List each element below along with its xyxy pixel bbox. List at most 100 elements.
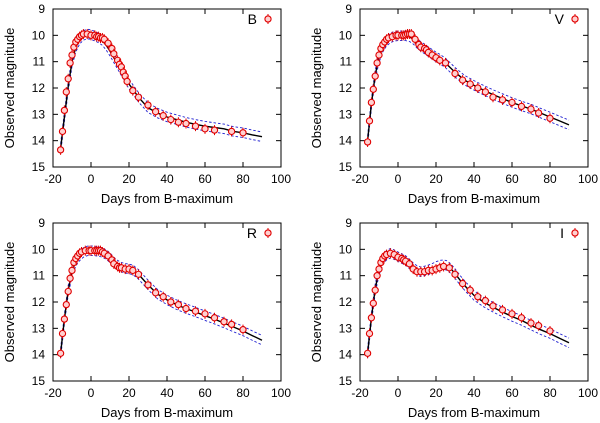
- y-tick-label: 15: [339, 374, 353, 388]
- data-marker: [365, 329, 374, 338]
- data-point: [481, 295, 490, 306]
- data-point: [144, 279, 152, 290]
- data-marker: [527, 105, 535, 113]
- data-point: [60, 314, 69, 325]
- y-tick-label: 10: [32, 242, 46, 256]
- data-point: [369, 298, 377, 309]
- data-marker: [123, 77, 131, 86]
- legend-marker: [571, 15, 579, 23]
- model-curve: [366, 252, 570, 354]
- data-point: [239, 127, 247, 138]
- y-tick-label: 13: [339, 107, 353, 121]
- data-marker: [62, 300, 70, 309]
- data-marker: [239, 129, 247, 137]
- y-tick-label: 9: [345, 216, 352, 230]
- y-tick-label: 11: [33, 269, 46, 283]
- x-tick-label: 0: [88, 172, 95, 186]
- data-marker: [210, 314, 219, 322]
- data-marker: [151, 289, 160, 297]
- data-point: [56, 348, 65, 359]
- x-tick-label: -20: [351, 172, 369, 186]
- legend-label: V: [555, 11, 565, 27]
- panel-R: -20 0 20 40 60 80 100 9 10 11 12 13 14 15 Days from B-…: [2, 216, 291, 420]
- data-point: [405, 258, 414, 269]
- data-point: [373, 270, 381, 281]
- data-point: [129, 265, 137, 276]
- panel-B: -20 0 20 40 60 80 100 9 10 11 12 13 14 15 Days from B-…: [2, 2, 291, 206]
- legend-label: R: [247, 225, 257, 241]
- data-marker: [367, 98, 376, 107]
- data-point: [68, 50, 76, 61]
- data-marker: [58, 127, 67, 136]
- data-point: [182, 118, 190, 129]
- data-point: [239, 324, 247, 335]
- model-lower-bound: [367, 40, 570, 146]
- y-tick-label: 10: [339, 28, 353, 42]
- data-point: [474, 83, 482, 93]
- data-marker: [466, 80, 474, 88]
- data-marker: [363, 138, 372, 146]
- x-tick-label: 40: [467, 172, 481, 186]
- data-marker: [104, 39, 112, 47]
- data-marker: [508, 98, 516, 107]
- data-marker: [517, 102, 526, 111]
- data-point: [534, 320, 543, 331]
- data-marker: [58, 329, 67, 338]
- data-point: [66, 57, 74, 68]
- y-tick-label: 14: [32, 348, 46, 362]
- x-tick-label: 0: [395, 172, 402, 186]
- data-marker: [191, 307, 200, 315]
- model-curve: [59, 249, 263, 354]
- data-point: [56, 144, 65, 155]
- x-tick-label: 20: [122, 386, 136, 400]
- data-marker: [110, 50, 118, 58]
- data-point: [365, 328, 374, 339]
- data-marker: [62, 88, 70, 96]
- data-point: [62, 299, 70, 310]
- data-point: [451, 68, 459, 79]
- plot-area: [363, 248, 570, 359]
- data-point: [159, 110, 167, 121]
- data-point: [174, 299, 183, 310]
- data-point: [104, 38, 112, 49]
- data-marker: [365, 117, 374, 125]
- data-point: [508, 308, 516, 319]
- data-point: [474, 291, 482, 302]
- data-marker: [489, 93, 497, 101]
- panel-V: -20 0 20 40 60 80 100 9 10 11 12 13 14 15 Days from B-…: [309, 2, 598, 206]
- data-point: [407, 29, 415, 40]
- data-point: [445, 262, 453, 273]
- data-marker: [489, 302, 497, 310]
- data-marker: [201, 310, 209, 318]
- data-point: [498, 94, 507, 105]
- data-marker: [369, 299, 377, 307]
- data-marker: [174, 118, 183, 126]
- y-tick-label: 10: [339, 242, 353, 256]
- x-axis-label: Days from B-maximum: [101, 191, 233, 206]
- x-tick-label: 60: [505, 172, 519, 186]
- data-point: [167, 297, 175, 307]
- data-marker: [56, 146, 65, 154]
- data-point: [371, 71, 379, 82]
- data-marker: [375, 51, 383, 59]
- data-marker: [375, 265, 383, 273]
- legend: B: [248, 11, 272, 27]
- y-tick-label: 14: [339, 348, 353, 362]
- legend-marker: [571, 229, 579, 237]
- x-tick-label: 80: [236, 386, 250, 400]
- y-tick-label: 12: [32, 295, 46, 309]
- data-marker: [60, 106, 69, 115]
- data-point: [191, 121, 200, 132]
- x-tick-label: 20: [429, 386, 443, 400]
- data-point: [367, 97, 376, 108]
- data-point: [458, 75, 467, 86]
- x-tick-label: -20: [44, 172, 62, 186]
- x-tick-label: -20: [44, 386, 62, 400]
- data-point: [517, 101, 526, 112]
- data-marker: [159, 293, 167, 301]
- data-marker: [405, 260, 414, 268]
- data-marker: [227, 320, 236, 329]
- x-tick-label: 40: [160, 172, 174, 186]
- data-marker: [508, 310, 516, 318]
